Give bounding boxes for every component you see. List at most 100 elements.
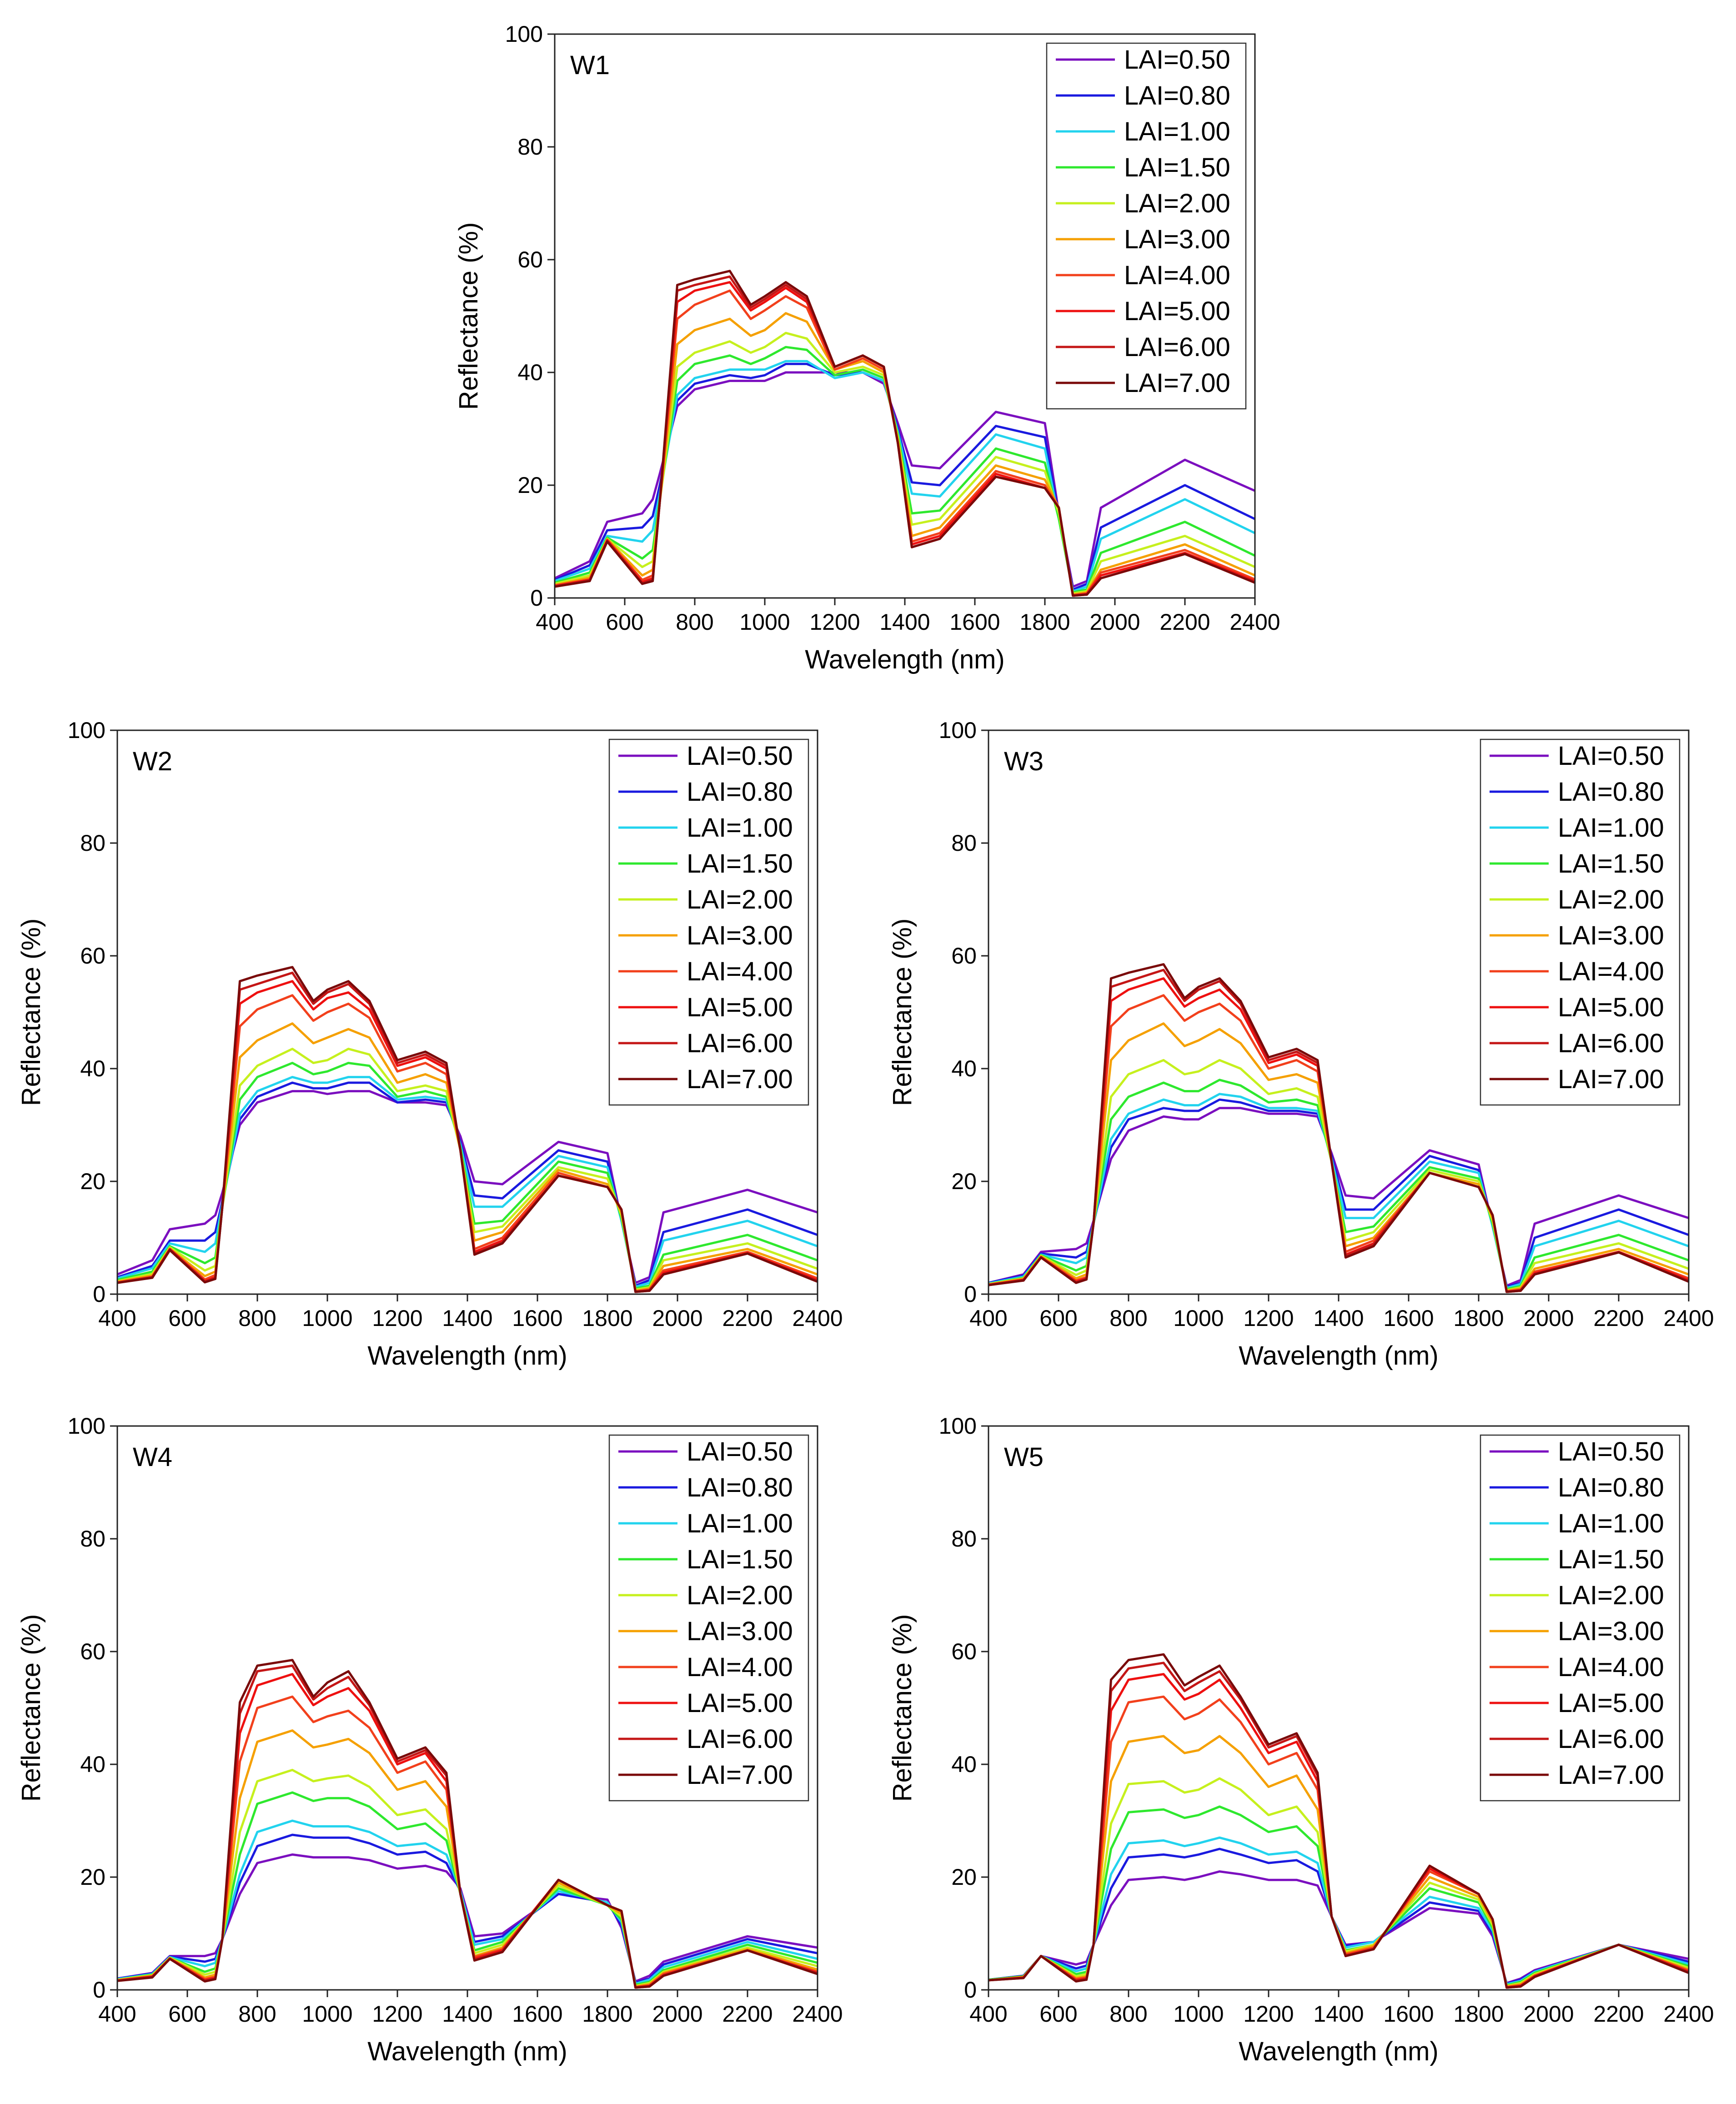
- x-axis-title: Wavelength (nm): [367, 2037, 567, 2066]
- x-tick-label: 600: [168, 1306, 206, 1331]
- y-axis-title: Reflectance (%): [888, 919, 917, 1106]
- legend-label: LAI=2.00: [1558, 885, 1664, 914]
- legend-label: LAI=3.00: [687, 921, 793, 950]
- x-tick-label: 2000: [1089, 609, 1140, 635]
- x-tick-label: 2200: [1159, 609, 1210, 635]
- x-tick-label: 1200: [1243, 2001, 1294, 2027]
- legend-label: LAI=4.00: [1124, 261, 1230, 290]
- legend: LAI=0.50 LAI=0.80 LAI=1.00 LAI=1.50 LAI=2.00…: [1480, 738, 1681, 1106]
- legend-label: LAI=5.00: [1124, 296, 1230, 326]
- y-tick-label: 60: [517, 247, 543, 272]
- legend-label: LAI=0.80: [1124, 81, 1230, 110]
- y-axis-title: Reflectance (%): [454, 222, 483, 410]
- panel-label: W3: [1004, 747, 1044, 776]
- y-tick-label: 20: [80, 1169, 105, 1194]
- legend-label: LAI=4.00: [687, 957, 793, 986]
- legend-label: LAI=1.50: [1558, 1545, 1664, 1574]
- panel-label: W1: [570, 50, 610, 80]
- y-tick-label: 40: [951, 1752, 977, 1777]
- legend-label: LAI=0.80: [1558, 1473, 1664, 1502]
- x-axis-title: Wavelength (nm): [367, 1341, 567, 1371]
- y-tick-label: 20: [951, 1169, 977, 1194]
- x-tick-label: 1600: [1383, 1306, 1434, 1331]
- legend-label: LAI=1.50: [687, 1545, 793, 1574]
- legend-label: LAI=4.00: [687, 1652, 793, 1682]
- x-tick-label: 2000: [652, 2001, 702, 2027]
- legend-label: LAI=1.00: [687, 1509, 793, 1538]
- x-tick-label: 1800: [1019, 609, 1070, 635]
- legend: LAI=0.50 LAI=0.80 LAI=1.00 LAI=1.50 LAI=2.00…: [1480, 1434, 1681, 1802]
- legend-label: LAI=1.00: [1124, 117, 1230, 146]
- series-line: [555, 270, 1255, 597]
- x-tick-label: 400: [98, 2001, 136, 2027]
- legend-label: LAI=5.00: [687, 993, 793, 1022]
- series-group: [117, 1659, 818, 1989]
- x-tick-label: 1600: [512, 2001, 562, 2027]
- y-tick-label: 80: [517, 134, 543, 160]
- legend-label: LAI=6.00: [687, 1029, 793, 1058]
- x-tick-label: 1400: [442, 1306, 492, 1331]
- x-tick-label: 2400: [1663, 2001, 1714, 2027]
- legend-label: LAI=1.50: [1558, 849, 1664, 879]
- x-tick-label: 1400: [1313, 2001, 1364, 2027]
- legend-label: LAI=1.50: [687, 849, 793, 879]
- y-axis-title: Reflectance (%): [16, 919, 46, 1106]
- x-tick-label: 1400: [1313, 1306, 1364, 1331]
- x-tick-label: 600: [606, 609, 643, 635]
- x-tick-label: 400: [969, 1306, 1007, 1331]
- x-axis-title: Wavelength (nm): [1239, 2037, 1438, 2066]
- x-tick-label: 1600: [949, 609, 1000, 635]
- series-line: [117, 966, 818, 1293]
- x-tick-label: 800: [1109, 1306, 1147, 1331]
- x-tick-label: 2200: [1593, 2001, 1644, 2027]
- x-tick-label: 1000: [1173, 1306, 1224, 1331]
- x-tick-label: 2400: [1229, 609, 1280, 635]
- x-tick-label: 600: [1039, 2001, 1077, 2027]
- x-tick-label: 1600: [1383, 2001, 1434, 2027]
- x-tick-label: 1000: [302, 2001, 352, 2027]
- legend-label: LAI=6.00: [1558, 1724, 1664, 1754]
- legend: LAI=0.50 LAI=0.80 LAI=1.00 LAI=1.50 LAI=2.00…: [608, 738, 809, 1106]
- x-tick-label: 2000: [1523, 2001, 1574, 2027]
- y-tick-label: 20: [951, 1864, 977, 1890]
- x-axis-title: Wavelength (nm): [805, 645, 1004, 674]
- series-line: [117, 1659, 818, 1989]
- legend-label: LAI=6.00: [687, 1724, 793, 1754]
- x-tick-label: 2000: [1523, 1306, 1574, 1331]
- y-tick-label: 0: [530, 585, 543, 611]
- legend-label: LAI=4.00: [1558, 957, 1664, 986]
- x-tick-label: 800: [676, 609, 713, 635]
- legend-label: LAI=5.00: [1558, 1688, 1664, 1718]
- legend-label: LAI=0.50: [687, 1437, 793, 1466]
- y-tick-label: 60: [80, 1639, 105, 1664]
- y-tick-label: 60: [951, 943, 977, 969]
- y-tick-label: 80: [951, 1526, 977, 1552]
- legend-label: LAI=1.00: [1558, 1509, 1664, 1538]
- y-tick-label: 80: [80, 830, 105, 856]
- chart-panel-w4: 400 600 800 1000 1200 1400 1600 1800 2000 2200 240…: [16, 1413, 843, 2066]
- legend-label: LAI=6.00: [1558, 1029, 1664, 1058]
- legend-label: LAI=1.00: [1558, 813, 1664, 843]
- x-tick-label: 600: [1039, 1306, 1077, 1331]
- legend-label: LAI=2.00: [687, 1581, 793, 1610]
- x-tick-label: 1200: [372, 1306, 422, 1331]
- x-axis-title: Wavelength (nm): [1239, 1341, 1438, 1371]
- legend-label: LAI=3.00: [1558, 921, 1664, 950]
- x-tick-label: 400: [969, 2001, 1007, 2027]
- legend-label: LAI=0.80: [687, 1473, 793, 1502]
- series-group: [988, 1653, 1689, 1989]
- y-tick-label: 0: [93, 1281, 105, 1307]
- x-tick-label: 2400: [792, 2001, 843, 2027]
- chart-panel-w2: 400 600 800 1000 1200 1400 1600 1800 2000 2200 240…: [16, 718, 843, 1371]
- legend-label: LAI=0.80: [687, 777, 793, 807]
- legend-label: LAI=2.00: [687, 885, 793, 914]
- x-tick-label: 1800: [1453, 2001, 1504, 2027]
- x-tick-label: 1400: [442, 2001, 492, 2027]
- y-axis-title: Reflectance (%): [888, 1614, 917, 1802]
- panel-label: W4: [133, 1442, 172, 1472]
- y-tick-label: 0: [964, 1977, 977, 2003]
- legend-label: LAI=0.80: [1558, 777, 1664, 807]
- x-tick-label: 2000: [652, 1306, 702, 1331]
- y-tick-label: 40: [80, 1752, 105, 1777]
- legend: LAI=0.50 LAI=0.80 LAI=1.00 LAI=1.50 LAI=2.00…: [608, 1434, 809, 1802]
